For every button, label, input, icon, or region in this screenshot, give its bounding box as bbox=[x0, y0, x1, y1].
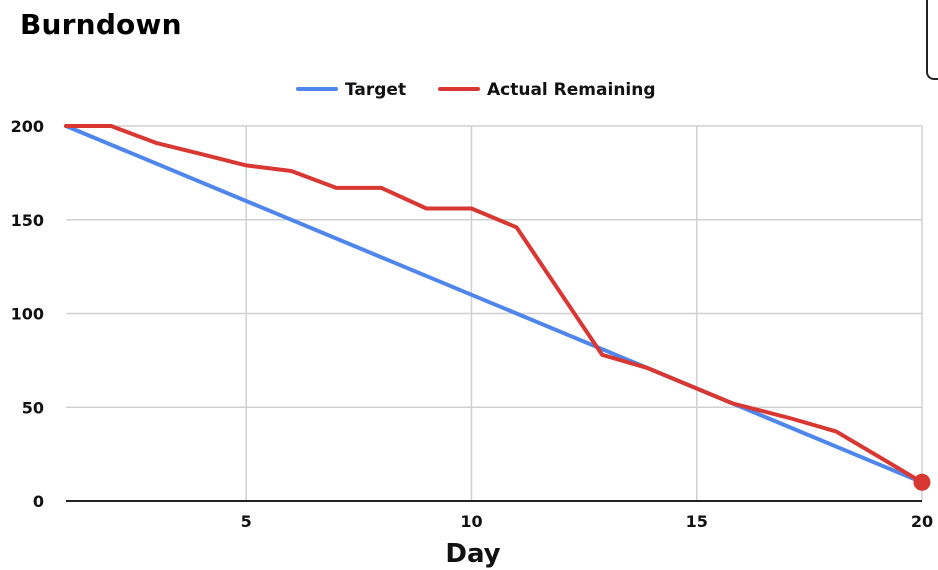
chart-title: Burndown bbox=[20, 8, 182, 41]
y-tick-label-50: 50 bbox=[22, 398, 44, 417]
series-line-target bbox=[64, 124, 924, 485]
series-lines bbox=[64, 124, 931, 491]
y-tick-label-200: 200 bbox=[11, 117, 44, 136]
grid-lines bbox=[66, 125, 923, 501]
x-tick-label-5: 5 bbox=[241, 512, 252, 531]
legend-label-actual-remaining: Actual Remaining bbox=[487, 80, 656, 100]
legend-label-target: Target bbox=[345, 80, 406, 100]
y-tick-label-100: 100 bbox=[11, 305, 44, 324]
end-point-marker bbox=[913, 473, 931, 491]
y-tick-label-0: 0 bbox=[33, 492, 44, 511]
x-tick-label-15: 15 bbox=[686, 512, 708, 531]
tick-labels: 0 50 100 150 200 5 10 15 20 bbox=[11, 117, 934, 531]
y-tick-label-150: 150 bbox=[11, 211, 44, 230]
x-axis-title: Day bbox=[445, 539, 500, 569]
series-line-actual-remaining bbox=[64, 124, 924, 485]
legend: Target Actual Remaining bbox=[296, 80, 656, 100]
x-tick-label-10: 10 bbox=[460, 512, 482, 531]
x-tick-label-20: 20 bbox=[911, 512, 933, 531]
window-edge bbox=[926, 0, 938, 80]
